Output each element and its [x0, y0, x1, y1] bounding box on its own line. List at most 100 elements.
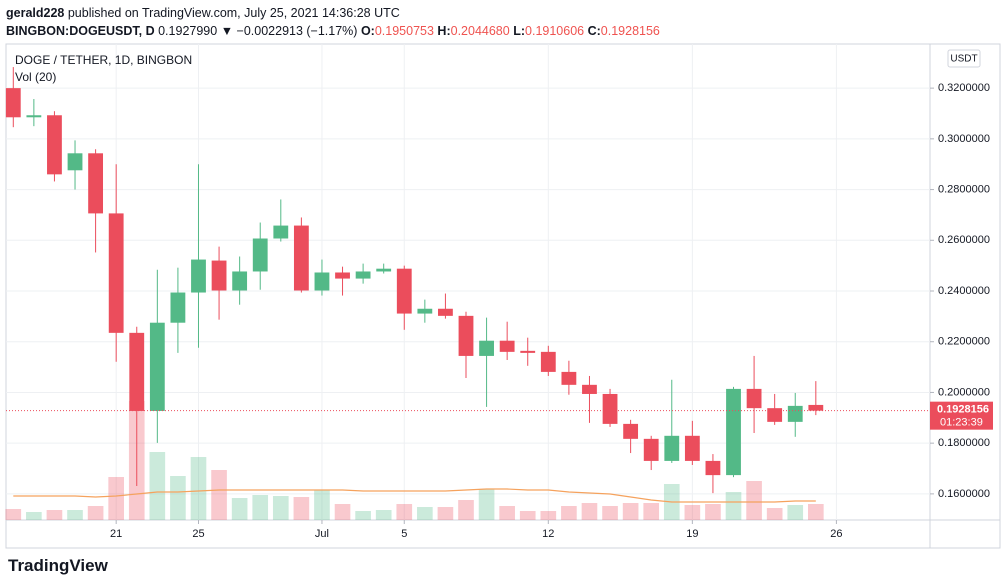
volume-bar [725, 492, 742, 520]
candle-body [705, 460, 721, 476]
candle-body [170, 292, 186, 323]
candle-body [252, 238, 268, 272]
h-label: H: [437, 24, 451, 38]
x-tick-label: 5 [401, 528, 407, 540]
y-tick-label: 0.2000000 [938, 386, 990, 398]
candle-body [684, 435, 700, 461]
volume-bar [540, 511, 557, 520]
candle-body [47, 115, 62, 175]
x-tick-label: 25 [192, 528, 204, 540]
l-label: L: [513, 24, 526, 38]
currency[interactable]: USDT [950, 54, 977, 65]
last-price-label: 0.1928156 [937, 404, 989, 416]
candle-body [273, 225, 289, 239]
quote-line: BINGBON:DOGEUSDT, D 0.1927990 ▼ −0.00229… [6, 22, 660, 40]
candle-body [314, 272, 330, 291]
candle-body [808, 404, 824, 411]
volume-bar [766, 508, 783, 520]
candle-body [191, 259, 206, 293]
c-label: C: [587, 24, 601, 38]
x-tick-label: Jul [315, 528, 329, 540]
y-tick-label: 0.2400000 [938, 285, 990, 297]
volume-ma [13, 488, 816, 503]
volume-bar [396, 504, 413, 520]
candle-body [746, 388, 762, 409]
chart-title: DOGE / TETHER, 1D, BINGBON [15, 53, 192, 67]
y-tick-label: 0.3000000 [938, 133, 990, 145]
candles [5, 67, 824, 494]
volume-bar [705, 504, 721, 520]
volume-bar [622, 503, 639, 520]
published: published on TradingView.com, July 25, 2… [67, 6, 400, 20]
candle-body [67, 153, 83, 171]
candle-body [108, 213, 124, 333]
currency-box[interactable] [947, 49, 981, 68]
last-price-box [930, 401, 993, 430]
x-tick-label: 21 [110, 528, 122, 540]
volume-bar [808, 504, 824, 520]
candle-body [396, 268, 412, 314]
candle-body [520, 350, 536, 353]
y-tick-label: 0.1800000 [938, 437, 990, 449]
publish-line: gerald228 published on TradingView.com, … [6, 4, 660, 22]
candle-body [355, 271, 371, 279]
candle-body [540, 351, 556, 372]
volume-title: Vol (20) [15, 70, 56, 84]
candle-body [479, 340, 494, 356]
y-tick-label: 0.2200000 [938, 336, 990, 348]
candle-body [767, 408, 783, 422]
volume-bar [272, 496, 289, 520]
candle-body [293, 225, 309, 291]
volume-bar [5, 509, 22, 520]
candle-body [417, 308, 433, 314]
candle-body [88, 153, 104, 214]
volume-bar [190, 457, 207, 520]
volume-bar [684, 505, 701, 520]
candle-body [623, 423, 639, 439]
y-tick-label: 0.2800000 [938, 183, 990, 195]
volume-bar [746, 481, 762, 520]
candle-body [664, 435, 680, 461]
volume [5, 401, 824, 520]
frame [5, 43, 1001, 549]
candle-body [726, 388, 741, 476]
volume-bar [478, 489, 495, 520]
volume-bar [417, 507, 433, 520]
y-tick-label: 0.2600000 [938, 234, 990, 246]
volume-bar [293, 497, 310, 520]
candle-body [5, 88, 21, 118]
y-tick-label: 0.1600000 [938, 488, 990, 500]
volume-bar [67, 510, 83, 520]
volume-bar [108, 477, 124, 520]
l-value: 0.1910606 [525, 24, 585, 38]
candle-body [582, 384, 597, 394]
x-tick-label: 19 [686, 528, 698, 540]
volume-bar [334, 504, 351, 520]
volume-bar [231, 498, 248, 520]
countdown: 01:23:39 [940, 417, 983, 429]
candle-body [149, 322, 165, 411]
volume-bar [499, 506, 515, 520]
o-label: O: [360, 24, 375, 38]
grid [6, 44, 930, 520]
volume-bar [252, 495, 269, 520]
o-value: 0.1950753 [374, 24, 434, 38]
candle-body [438, 308, 453, 316]
volume-bar [519, 511, 536, 520]
candle-body [376, 268, 392, 272]
volume-bar [643, 503, 660, 520]
candle-body [602, 393, 618, 424]
volume-bar [561, 506, 577, 520]
volume-bar [355, 511, 371, 520]
volume-bar [314, 490, 330, 520]
volume-bar [46, 510, 63, 520]
candle-body [211, 260, 227, 291]
candle-body [26, 115, 42, 118]
logo: TradingView [8, 556, 108, 575]
candle-body [335, 272, 350, 279]
c-value: 0.1928156 [600, 24, 660, 38]
x-tick-label: 26 [830, 528, 842, 540]
candle-body [232, 271, 248, 291]
